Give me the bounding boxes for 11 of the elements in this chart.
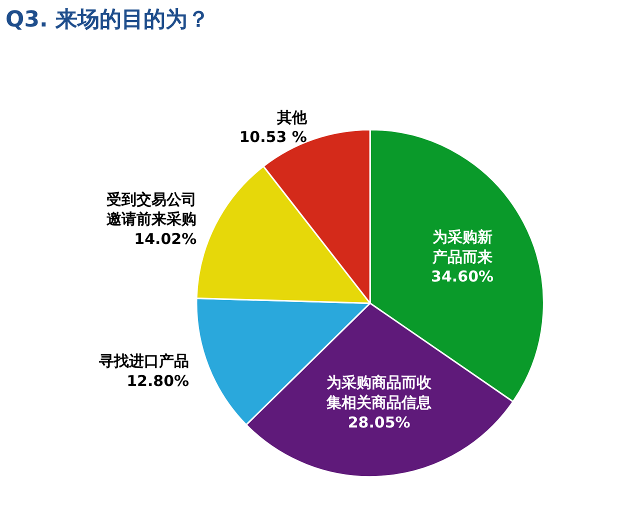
data-label: 10.53 % <box>239 128 307 146</box>
data-label: 34.60% <box>431 268 494 286</box>
data-label: 12.80% <box>126 372 190 390</box>
chart-title: Q3. 来场的目的为？ <box>6 8 210 32</box>
slice-label: 为采购商品而收集相关商品信息 <box>326 374 433 412</box>
data-label: 14.02% <box>134 230 197 248</box>
slice-label: 其他 <box>276 108 308 126</box>
slice-label: 寻找进口产品 <box>98 352 190 370</box>
data-label: 28.05% <box>348 413 410 432</box>
slice-label: 受到交易公司邀请前来采购 <box>106 190 197 228</box>
slice-label: 为采购新产品而来 <box>431 228 492 266</box>
